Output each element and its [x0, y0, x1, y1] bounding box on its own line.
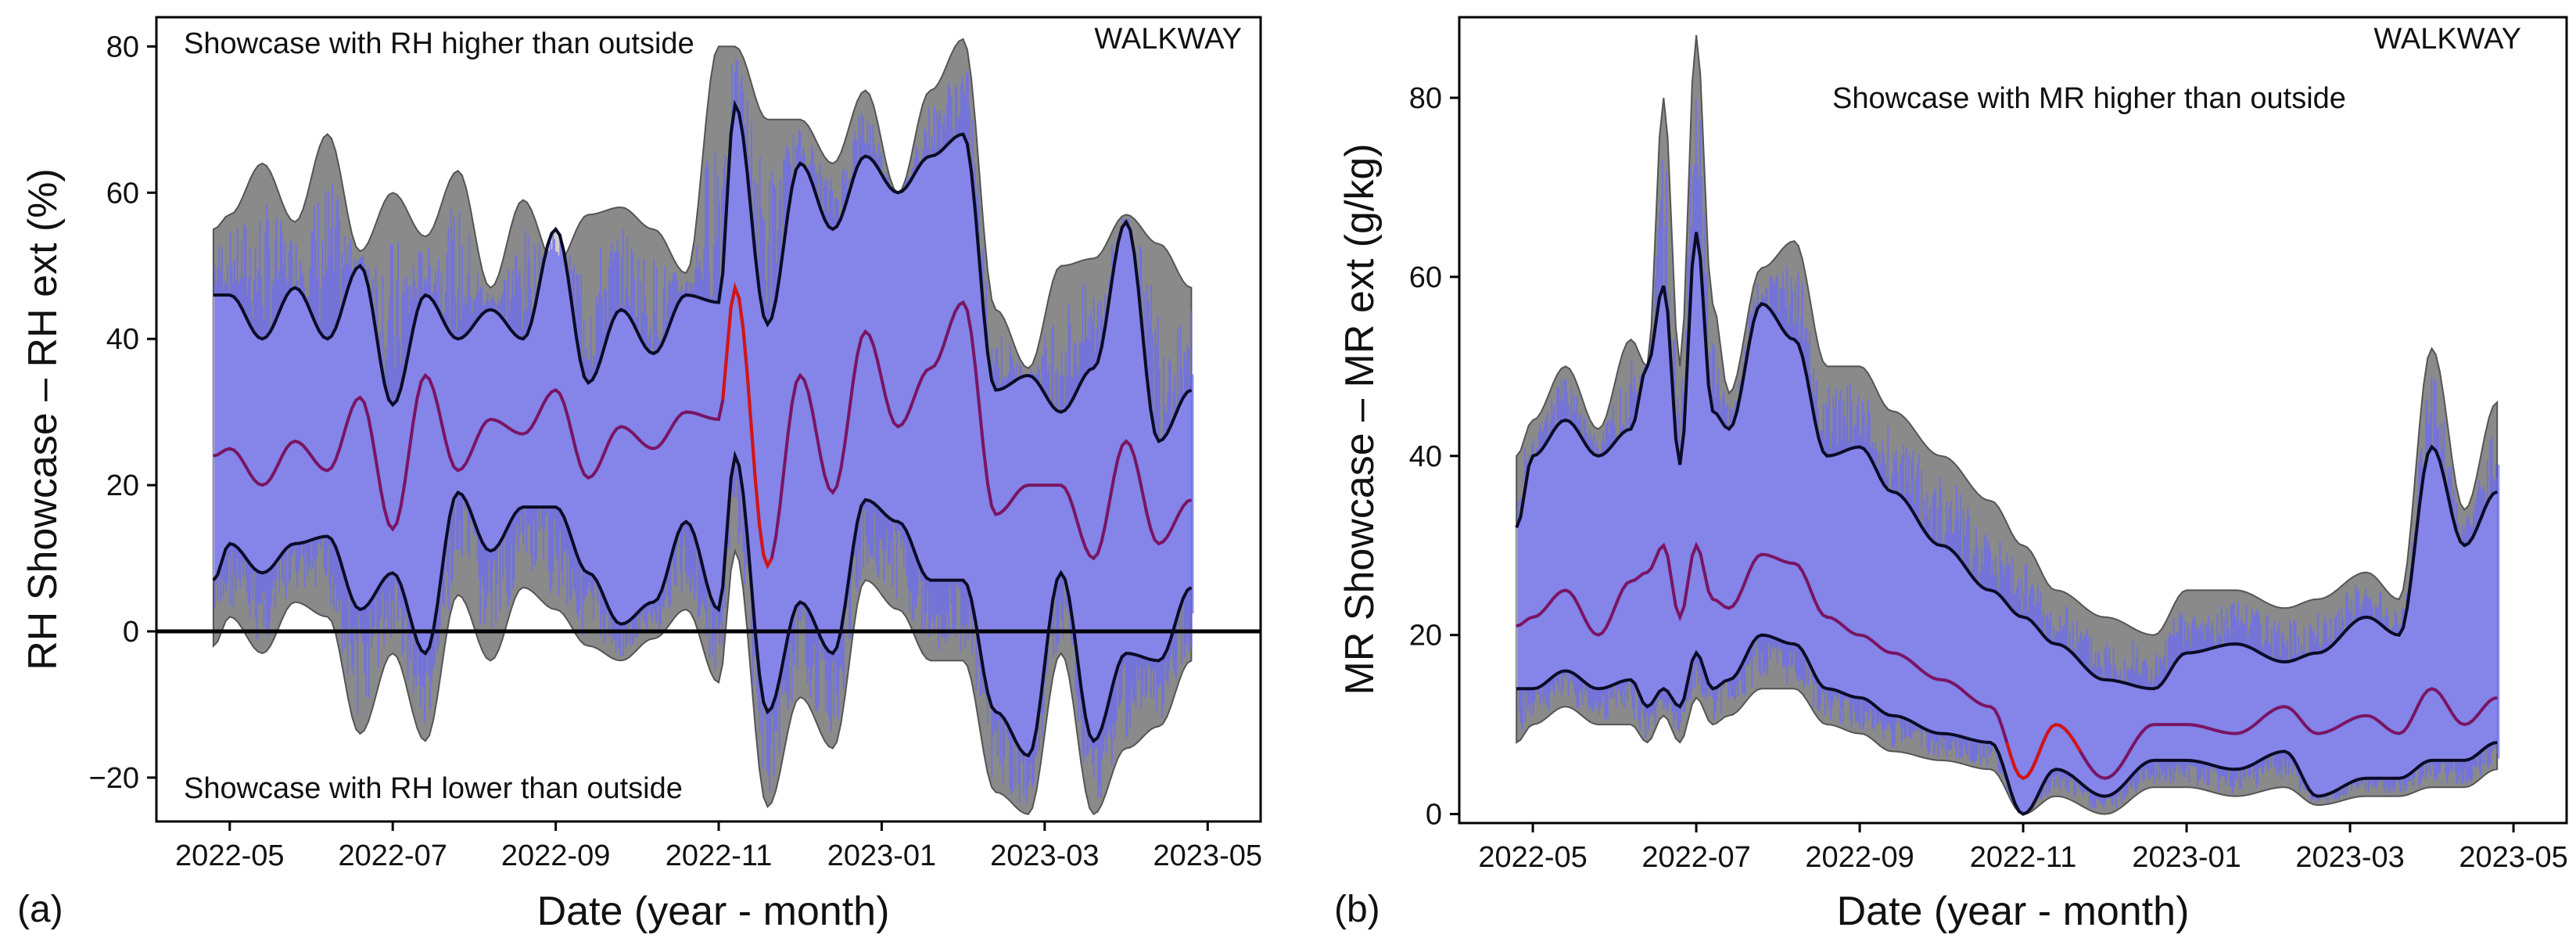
panel-b-annotation-higher: Showcase with MR higher than outside	[1832, 82, 2346, 115]
panel-a-y-tick-label: −20	[89, 762, 139, 795]
panel-a-x-tick-label: 2023-03	[990, 839, 1099, 872]
panel-b-mr-difference: 2022-05 2022-07 2022-09 2022-11 2023-01 2023-…	[1334, 16, 2568, 934]
panel-a-y-tick-label: 40	[106, 323, 139, 356]
panel-a-x-axis-title: Date (year - month)	[537, 889, 890, 934]
panel-a-mean-line	[213, 282, 1193, 570]
panel-b-upper-bound-line	[1515, 232, 2499, 691]
panel-a-y-axis-title: RH Showcase – RH ext (%)	[20, 168, 66, 670]
panel-b-letter: (b)	[1334, 889, 1380, 930]
panel-b-annotation-walkway: WALKWAY	[2373, 23, 2521, 56]
panel-b-lower-bound-line	[1516, 633, 2498, 816]
panel-b-x-tick-label: 2022-09	[1805, 841, 1914, 874]
panel-b-y-tick-label: 60	[1409, 261, 1442, 294]
panel-b-x-tick-label: 2022-05	[1478, 841, 1587, 874]
panel-a-y-tick-label: 20	[106, 469, 139, 502]
panel-a-rh-difference: 2022-05 2022-07 2022-09 2022-11 2023-01 2023-…	[17, 16, 1262, 934]
panel-a-x-tick-label: 2023-01	[827, 839, 936, 872]
panel-b-x-tick-label: 2023-03	[2295, 841, 2404, 874]
panel-a-plot-area	[156, 38, 1261, 816]
panel-b-frame	[1458, 16, 2568, 825]
panel-a-raw-signal	[214, 59, 1194, 803]
panel-b-x-tick-label: 2023-01	[2132, 841, 2241, 874]
panel-a-x-tick-label: 2022-09	[501, 839, 610, 872]
panel-b-y-tick-label: 20	[1409, 620, 1442, 652]
panel-a-axis-ticks: 2022-05 2022-07 2022-09 2022-11 2023-01 2023-…	[89, 31, 1262, 872]
panel-b-y-axis-title: MR Showcase – MR ext (g/kg)	[1337, 143, 1383, 695]
panel-b-y-tick-label: 80	[1409, 82, 1442, 115]
panel-b-x-tick-label: 2022-07	[1641, 841, 1750, 874]
panel-b-x-tick-label: 2023-05	[2459, 841, 2567, 874]
panel-b-y-tick-label: 40	[1409, 440, 1442, 473]
panel-a-x-tick-label: 2023-05	[1153, 839, 1262, 872]
panel-a-x-tick-label: 2022-05	[175, 839, 284, 872]
panel-b-plot-area	[1515, 34, 2500, 816]
panel-a-mean-highlight	[721, 282, 773, 570]
panel-a-x-tick-label: 2022-11	[666, 839, 773, 872]
panel-b-x-axis-title: Date (year - month)	[1837, 889, 2190, 934]
panel-a-lower-bound-line	[212, 450, 1193, 758]
panel-a-upper-bound-line	[213, 99, 1193, 444]
panel-a-annotation-walkway: WALKWAY	[1094, 23, 1242, 56]
panel-b-y-tick-label: 0	[1426, 799, 1442, 832]
panel-a-x-tick-label: 2022-07	[338, 839, 447, 872]
panel-b-x-tick-label: 2022-11	[1970, 841, 2077, 874]
panel-a-y-tick-label: 60	[106, 177, 139, 210]
panel-b-mean-highlight	[2005, 722, 2082, 781]
panel-a-annotation-lower: Showcase with RH lower than outside	[184, 772, 683, 805]
panel-a-y-tick-label: 80	[106, 31, 139, 63]
panel-b-axis-ticks: 2022-05 2022-07 2022-09 2022-11 2023-01 2023-…	[1409, 82, 2568, 874]
panel-a-y-tick-label: 0	[123, 616, 139, 649]
panel-a-annotation-higher: Showcase with RH higher than outside	[184, 27, 694, 60]
panel-a-frame	[155, 16, 1262, 823]
panel-a-letter: (a)	[17, 889, 63, 930]
